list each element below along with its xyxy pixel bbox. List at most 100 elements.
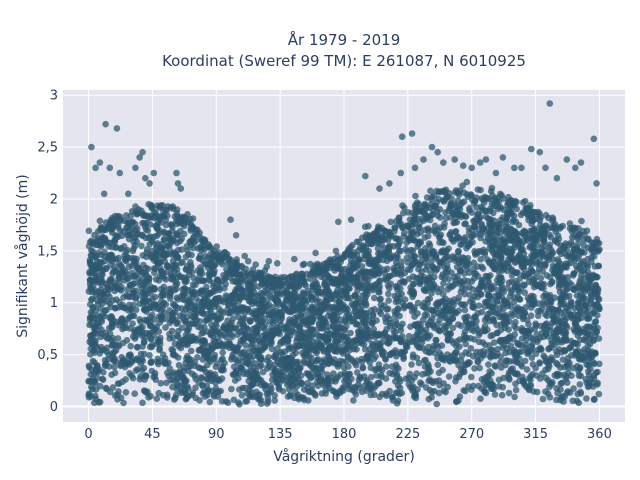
data-point	[244, 353, 251, 361]
data-point	[284, 381, 291, 389]
data-point	[391, 224, 398, 231]
data-point	[476, 329, 484, 337]
data-point	[375, 288, 382, 296]
data-point	[355, 238, 363, 246]
data-point	[196, 229, 203, 237]
data-point	[427, 368, 434, 375]
data-point	[92, 324, 99, 332]
data-point	[462, 220, 469, 227]
data-point	[414, 299, 422, 307]
data-point	[467, 345, 475, 352]
data-point	[185, 385, 192, 392]
data-point	[233, 256, 240, 263]
data-point	[226, 338, 233, 346]
data-point	[537, 274, 545, 282]
data-point	[157, 219, 164, 226]
data-point	[129, 374, 137, 382]
data-point	[514, 339, 521, 347]
data-point	[511, 294, 518, 301]
data-point	[583, 395, 590, 402]
data-point	[580, 242, 588, 249]
chart-title-line-1: År 1979 - 2019	[288, 30, 401, 49]
data-point	[224, 301, 232, 308]
data-point	[576, 381, 584, 388]
data-points	[85, 100, 603, 408]
data-point	[111, 363, 118, 371]
data-point	[141, 387, 149, 395]
data-point	[353, 369, 361, 376]
data-point	[539, 250, 546, 257]
data-point	[299, 261, 307, 269]
data-point	[287, 363, 294, 371]
data-point	[511, 393, 518, 401]
data-point	[350, 302, 357, 309]
data-point	[327, 277, 335, 284]
data-point	[509, 365, 516, 372]
data-point	[85, 391, 92, 399]
data-point	[475, 382, 482, 390]
chart-title-line-2: Koordinat (Sweref 99 TM): E 261087, N 60…	[162, 52, 526, 70]
data-point	[88, 288, 95, 296]
data-point	[533, 336, 541, 343]
data-point	[450, 211, 458, 218]
data-point	[561, 244, 568, 251]
data-point	[462, 349, 470, 356]
data-point	[591, 301, 598, 309]
data-point	[103, 264, 110, 272]
data-point	[386, 338, 393, 346]
data-point	[490, 316, 497, 324]
data-point	[474, 273, 482, 280]
data-point	[328, 358, 336, 366]
data-point	[444, 351, 451, 358]
data-point	[366, 284, 373, 291]
data-point	[207, 377, 215, 385]
data-point	[421, 234, 429, 241]
data-point	[172, 252, 180, 260]
data-point	[462, 387, 469, 395]
data-point	[122, 376, 129, 383]
data-point	[187, 347, 195, 355]
data-point	[434, 212, 442, 219]
data-point	[398, 389, 406, 397]
data-point	[589, 353, 596, 360]
data-point	[140, 210, 147, 218]
data-point	[263, 400, 271, 407]
data-point	[392, 317, 400, 325]
data-point	[523, 366, 531, 373]
data-point	[433, 341, 440, 348]
data-point	[124, 286, 131, 293]
data-point	[123, 292, 130, 299]
data-point	[187, 262, 195, 269]
data-point	[234, 331, 241, 339]
data-point	[208, 327, 216, 334]
data-point	[267, 318, 274, 325]
data-point	[450, 219, 457, 227]
data-point	[196, 364, 204, 372]
data-point	[278, 281, 286, 288]
data-point	[298, 277, 305, 285]
data-point	[168, 327, 176, 335]
data-point	[386, 319, 394, 327]
data-point	[201, 236, 209, 244]
data-point	[229, 315, 237, 322]
data-point	[543, 272, 551, 279]
data-point	[349, 259, 357, 267]
data-point	[549, 216, 557, 223]
data-point	[331, 324, 338, 332]
data-point	[415, 359, 423, 367]
data-point	[346, 346, 354, 354]
data-point	[464, 359, 472, 366]
data-point	[452, 228, 460, 235]
data-point	[561, 290, 569, 298]
data-point	[221, 359, 228, 367]
data-point	[477, 231, 485, 238]
data-point	[98, 343, 105, 351]
data-point	[102, 384, 110, 392]
data-point	[168, 275, 175, 283]
data-point	[255, 283, 262, 290]
data-point	[506, 358, 514, 365]
data-point	[498, 287, 506, 294]
data-point	[518, 327, 525, 334]
data-point	[157, 380, 165, 387]
data-point	[512, 380, 519, 388]
